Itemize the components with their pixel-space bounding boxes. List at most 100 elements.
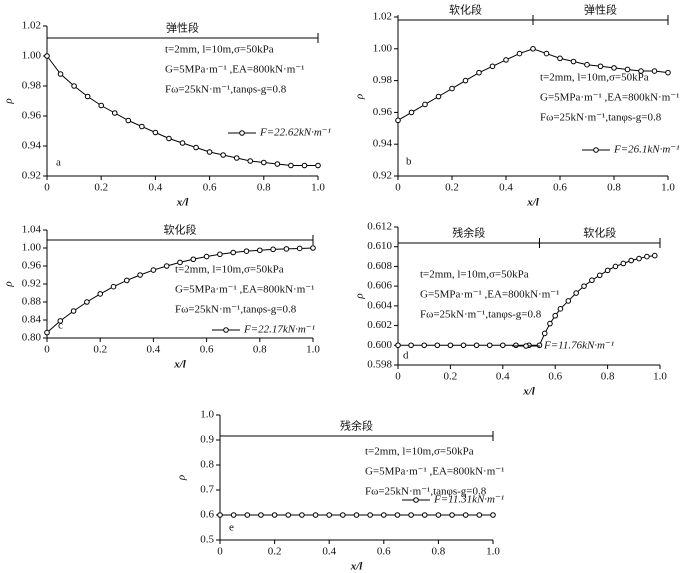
y-tick-label: 0.96 <box>373 106 393 118</box>
data-point <box>503 57 509 63</box>
x-tick-label: 0.6 <box>548 371 562 383</box>
data-point <box>421 342 428 349</box>
data-point <box>217 512 223 518</box>
data-point <box>193 144 199 151</box>
x-tick-label: 0 <box>44 182 50 194</box>
data-point <box>543 50 550 57</box>
segment-label: 弹性段 <box>584 3 617 17</box>
data-point <box>611 65 617 71</box>
data-point <box>628 257 634 264</box>
panel-letter: c <box>58 320 63 332</box>
data-point <box>408 342 414 349</box>
y-tick-label: 0.84 <box>22 314 42 326</box>
y-tick-label: 1.02 <box>22 20 41 32</box>
data-point <box>125 117 132 124</box>
data-point <box>217 251 223 258</box>
data-point <box>513 342 519 349</box>
data-point <box>581 283 587 289</box>
data-point <box>408 512 414 518</box>
y-tick-label: 0.92 <box>373 170 392 182</box>
data-point <box>604 267 611 274</box>
data-point <box>476 69 482 76</box>
x-tick-label: 1.0 <box>306 344 320 356</box>
data-point <box>261 159 267 166</box>
data-point <box>620 260 627 267</box>
x-tick-label: 0.4 <box>322 546 336 558</box>
data-point <box>353 512 360 518</box>
x-tick-label: 0.6 <box>553 182 567 194</box>
data-point <box>152 129 159 136</box>
data-point <box>288 162 294 169</box>
x-axis-label: x/l <box>173 359 187 371</box>
y-tick-label: 0.612 <box>367 221 392 233</box>
data-point <box>312 512 319 518</box>
data-point <box>283 246 290 252</box>
parameter-text: Fω=25kN·m⁻¹,tanφs-g=0.8 <box>540 112 662 124</box>
parameter-text: G=5MPa·m⁻¹ ,EA=800kN·m⁻¹ <box>175 284 314 296</box>
parameter-text: Fω=25kN·m⁻¹,tanφs-g=0.8 <box>175 304 297 316</box>
x-tick-label: 0.2 <box>444 371 458 383</box>
x-tick-label: 0.8 <box>601 371 615 383</box>
y-tick-label: 0.9 <box>200 434 214 446</box>
data-point <box>476 512 483 518</box>
y-tick-label: 0.80 <box>22 332 42 344</box>
data-point <box>489 63 496 70</box>
data-point <box>557 306 564 312</box>
data-point <box>589 277 595 284</box>
data-point <box>395 342 401 349</box>
x-tick-label: 0 <box>217 546 223 558</box>
segment-label: 残余段 <box>340 419 373 433</box>
data-point <box>462 512 469 518</box>
segment-label: 残余段 <box>452 226 485 240</box>
data-point <box>490 512 496 518</box>
data-point <box>124 277 130 284</box>
segment-label: 软化段 <box>583 226 616 240</box>
data-point <box>644 253 650 260</box>
data-point <box>247 158 254 164</box>
data-point <box>44 329 50 336</box>
data-point <box>651 68 658 74</box>
y-tick-label: 1.00 <box>22 242 42 254</box>
data-point <box>84 93 91 100</box>
y-tick-label: 1.04 <box>22 224 42 236</box>
y-tick-label: 0.96 <box>22 260 42 272</box>
data-point <box>636 255 642 262</box>
panel-letter: d <box>403 350 409 362</box>
data-point <box>624 66 631 73</box>
data-point <box>315 162 321 169</box>
x-tick-label: 0.4 <box>496 371 510 383</box>
y-axis-label: ρ <box>3 98 15 104</box>
y-tick-label: 0.98 <box>22 80 42 92</box>
data-point <box>57 318 64 324</box>
data-point <box>230 512 237 518</box>
data-point <box>573 290 579 296</box>
x-tick-label: 0.6 <box>203 182 217 194</box>
data-point <box>244 512 251 518</box>
y-tick-label: 0.92 <box>22 170 41 182</box>
data-point <box>516 50 523 57</box>
data-point <box>340 512 346 518</box>
parameter-text: t=2mm, l=10m,σ=50kPa <box>540 72 649 84</box>
legend-label: F=11.76kN·m⁻¹ <box>543 340 614 352</box>
data-point <box>139 123 145 130</box>
data-point <box>233 155 240 161</box>
y-tick-label: 0.94 <box>373 138 393 150</box>
legend-marker <box>523 343 529 349</box>
x-tick-label: 0.8 <box>253 344 267 356</box>
data-point <box>530 46 536 52</box>
legend-label: F=22.17kN·m⁻¹ <box>243 324 315 336</box>
data-point <box>137 272 143 278</box>
y-tick-label: 0.6 <box>200 509 214 521</box>
data-point <box>584 61 590 68</box>
x-tick-label: 0 <box>395 182 401 194</box>
y-tick-label: 1.0 <box>200 409 214 421</box>
data-point <box>258 512 264 518</box>
data-point <box>220 152 226 158</box>
data-point <box>435 512 442 518</box>
parameter-text: t=2mm, l=10m,σ=50kPa <box>165 44 274 56</box>
data-point <box>547 320 553 327</box>
y-axis-label: ρ <box>3 281 15 287</box>
data-point <box>203 253 210 260</box>
legend-label: F=26.1kN·m⁻¹ <box>613 144 679 156</box>
data-point <box>394 512 401 518</box>
